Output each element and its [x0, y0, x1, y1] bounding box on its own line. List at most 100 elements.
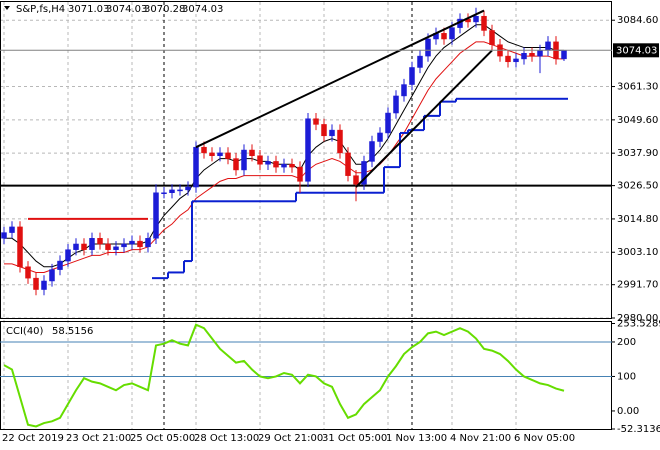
candle-body — [193, 146, 199, 188]
candle-body — [561, 50, 567, 60]
candle-body — [177, 189, 183, 192]
candle-body — [313, 118, 319, 125]
header-low: 3070.28 — [144, 4, 185, 15]
x-tick-label: 4 Nov 21:00 — [450, 433, 511, 444]
y-tick-label: -52.3136 — [617, 424, 660, 435]
x-tick-label: 6 Nov 05:00 — [514, 433, 575, 444]
collapse-icon — [4, 6, 10, 10]
candle-body — [185, 186, 191, 191]
candle-body — [329, 129, 335, 137]
candle-body — [217, 152, 223, 156]
candle-body — [489, 30, 495, 45]
candle-body — [425, 38, 431, 57]
symbol-title: S&P,fs,H4 — [16, 4, 65, 15]
candle-body — [81, 243, 87, 250]
candle-body — [273, 161, 279, 168]
candle-body — [321, 124, 327, 137]
header-high: 3074.03 — [106, 4, 147, 15]
candle-body — [161, 192, 167, 194]
y-tick-label: 253.5289 — [617, 319, 660, 330]
main-frame — [0, 1, 612, 319]
candle-body — [481, 15, 487, 31]
candle-body — [209, 152, 215, 156]
candle-body — [33, 277, 39, 290]
price-badge — [613, 43, 659, 58]
candle-body — [385, 112, 391, 134]
candle-body — [369, 141, 375, 162]
candle-body — [337, 129, 343, 154]
candle-body — [529, 52, 535, 57]
y-tick-label: 200 — [617, 337, 636, 348]
candle-body — [409, 67, 415, 85]
candle-body — [233, 158, 239, 171]
candle-body — [57, 260, 63, 270]
candle-body — [417, 55, 423, 68]
candle-body — [25, 266, 31, 279]
price-badge-label: 3074.03 — [616, 45, 657, 56]
header-open: 3071.03 — [68, 4, 109, 15]
candle-body — [113, 246, 119, 250]
y-tick-label: 100 — [617, 371, 636, 382]
cci-value: 58.5156 — [52, 326, 93, 337]
candle-body — [169, 189, 175, 193]
x-tick-label: 29 Oct 21:00 — [258, 433, 323, 444]
header-close: 3074.03 — [182, 4, 223, 15]
candle-body — [225, 152, 231, 159]
candle-body — [377, 132, 383, 142]
y-tick-label: 3014.80 — [617, 214, 658, 225]
candle-body — [513, 58, 519, 63]
candle-body — [121, 243, 127, 248]
x-tick-label: 1 Nov 13:00 — [386, 433, 447, 444]
candle-body — [289, 164, 295, 168]
moving-average — [4, 41, 564, 273]
candle-body — [89, 238, 95, 250]
y-tick-label: 0.00 — [617, 406, 639, 417]
candle-body — [129, 240, 135, 245]
candle-body — [297, 166, 303, 182]
cci-frame — [0, 321, 612, 430]
candle-body — [257, 155, 263, 165]
candle-body — [73, 243, 79, 250]
y-tick-label: 3084.60 — [617, 15, 658, 26]
trend-line — [195, 9, 485, 149]
y-tick-label: 2991.70 — [617, 280, 658, 291]
candle-body — [153, 192, 159, 239]
candle-body — [9, 226, 15, 233]
candle-body — [137, 240, 143, 248]
candle-body — [505, 55, 511, 63]
x-tick-label: 31 Oct 05:00 — [322, 433, 387, 444]
candle-body — [473, 15, 479, 23]
candle-body — [41, 280, 47, 290]
y-tick-label: 3049.60 — [617, 115, 658, 126]
candle-body — [441, 33, 447, 40]
candle-body — [97, 238, 103, 245]
y-tick-label: 3003.10 — [617, 247, 658, 258]
candle-body — [65, 249, 71, 262]
y-tick-label: 3061.30 — [617, 82, 658, 93]
candle-body — [353, 175, 359, 185]
cci-line — [3, 323, 565, 428]
x-tick-label: 23 Oct 21:00 — [66, 433, 131, 444]
y-tick-label: 3026.50 — [617, 181, 658, 192]
cci-title: CCI(40) — [6, 326, 44, 337]
candle-body — [537, 50, 543, 57]
candle-body — [145, 238, 151, 248]
candle-body — [545, 41, 551, 51]
candle-body — [393, 95, 399, 114]
x-tick-label: 22 Oct 2019 — [2, 433, 64, 444]
y-tick-label: 3037.90 — [617, 148, 658, 159]
candle-body — [105, 243, 111, 250]
candle-body — [361, 161, 367, 185]
y-tick-label: 2980.00 — [617, 313, 658, 324]
candle-body — [281, 164, 287, 168]
candle-body — [265, 161, 271, 165]
candle-body — [49, 269, 55, 282]
x-tick-label: 28 Oct 13:00 — [194, 433, 259, 444]
candle-body — [449, 27, 455, 40]
candle-body — [249, 149, 255, 156]
candle-body — [17, 226, 23, 268]
candle-body — [201, 146, 207, 154]
candle-body — [1, 232, 7, 239]
